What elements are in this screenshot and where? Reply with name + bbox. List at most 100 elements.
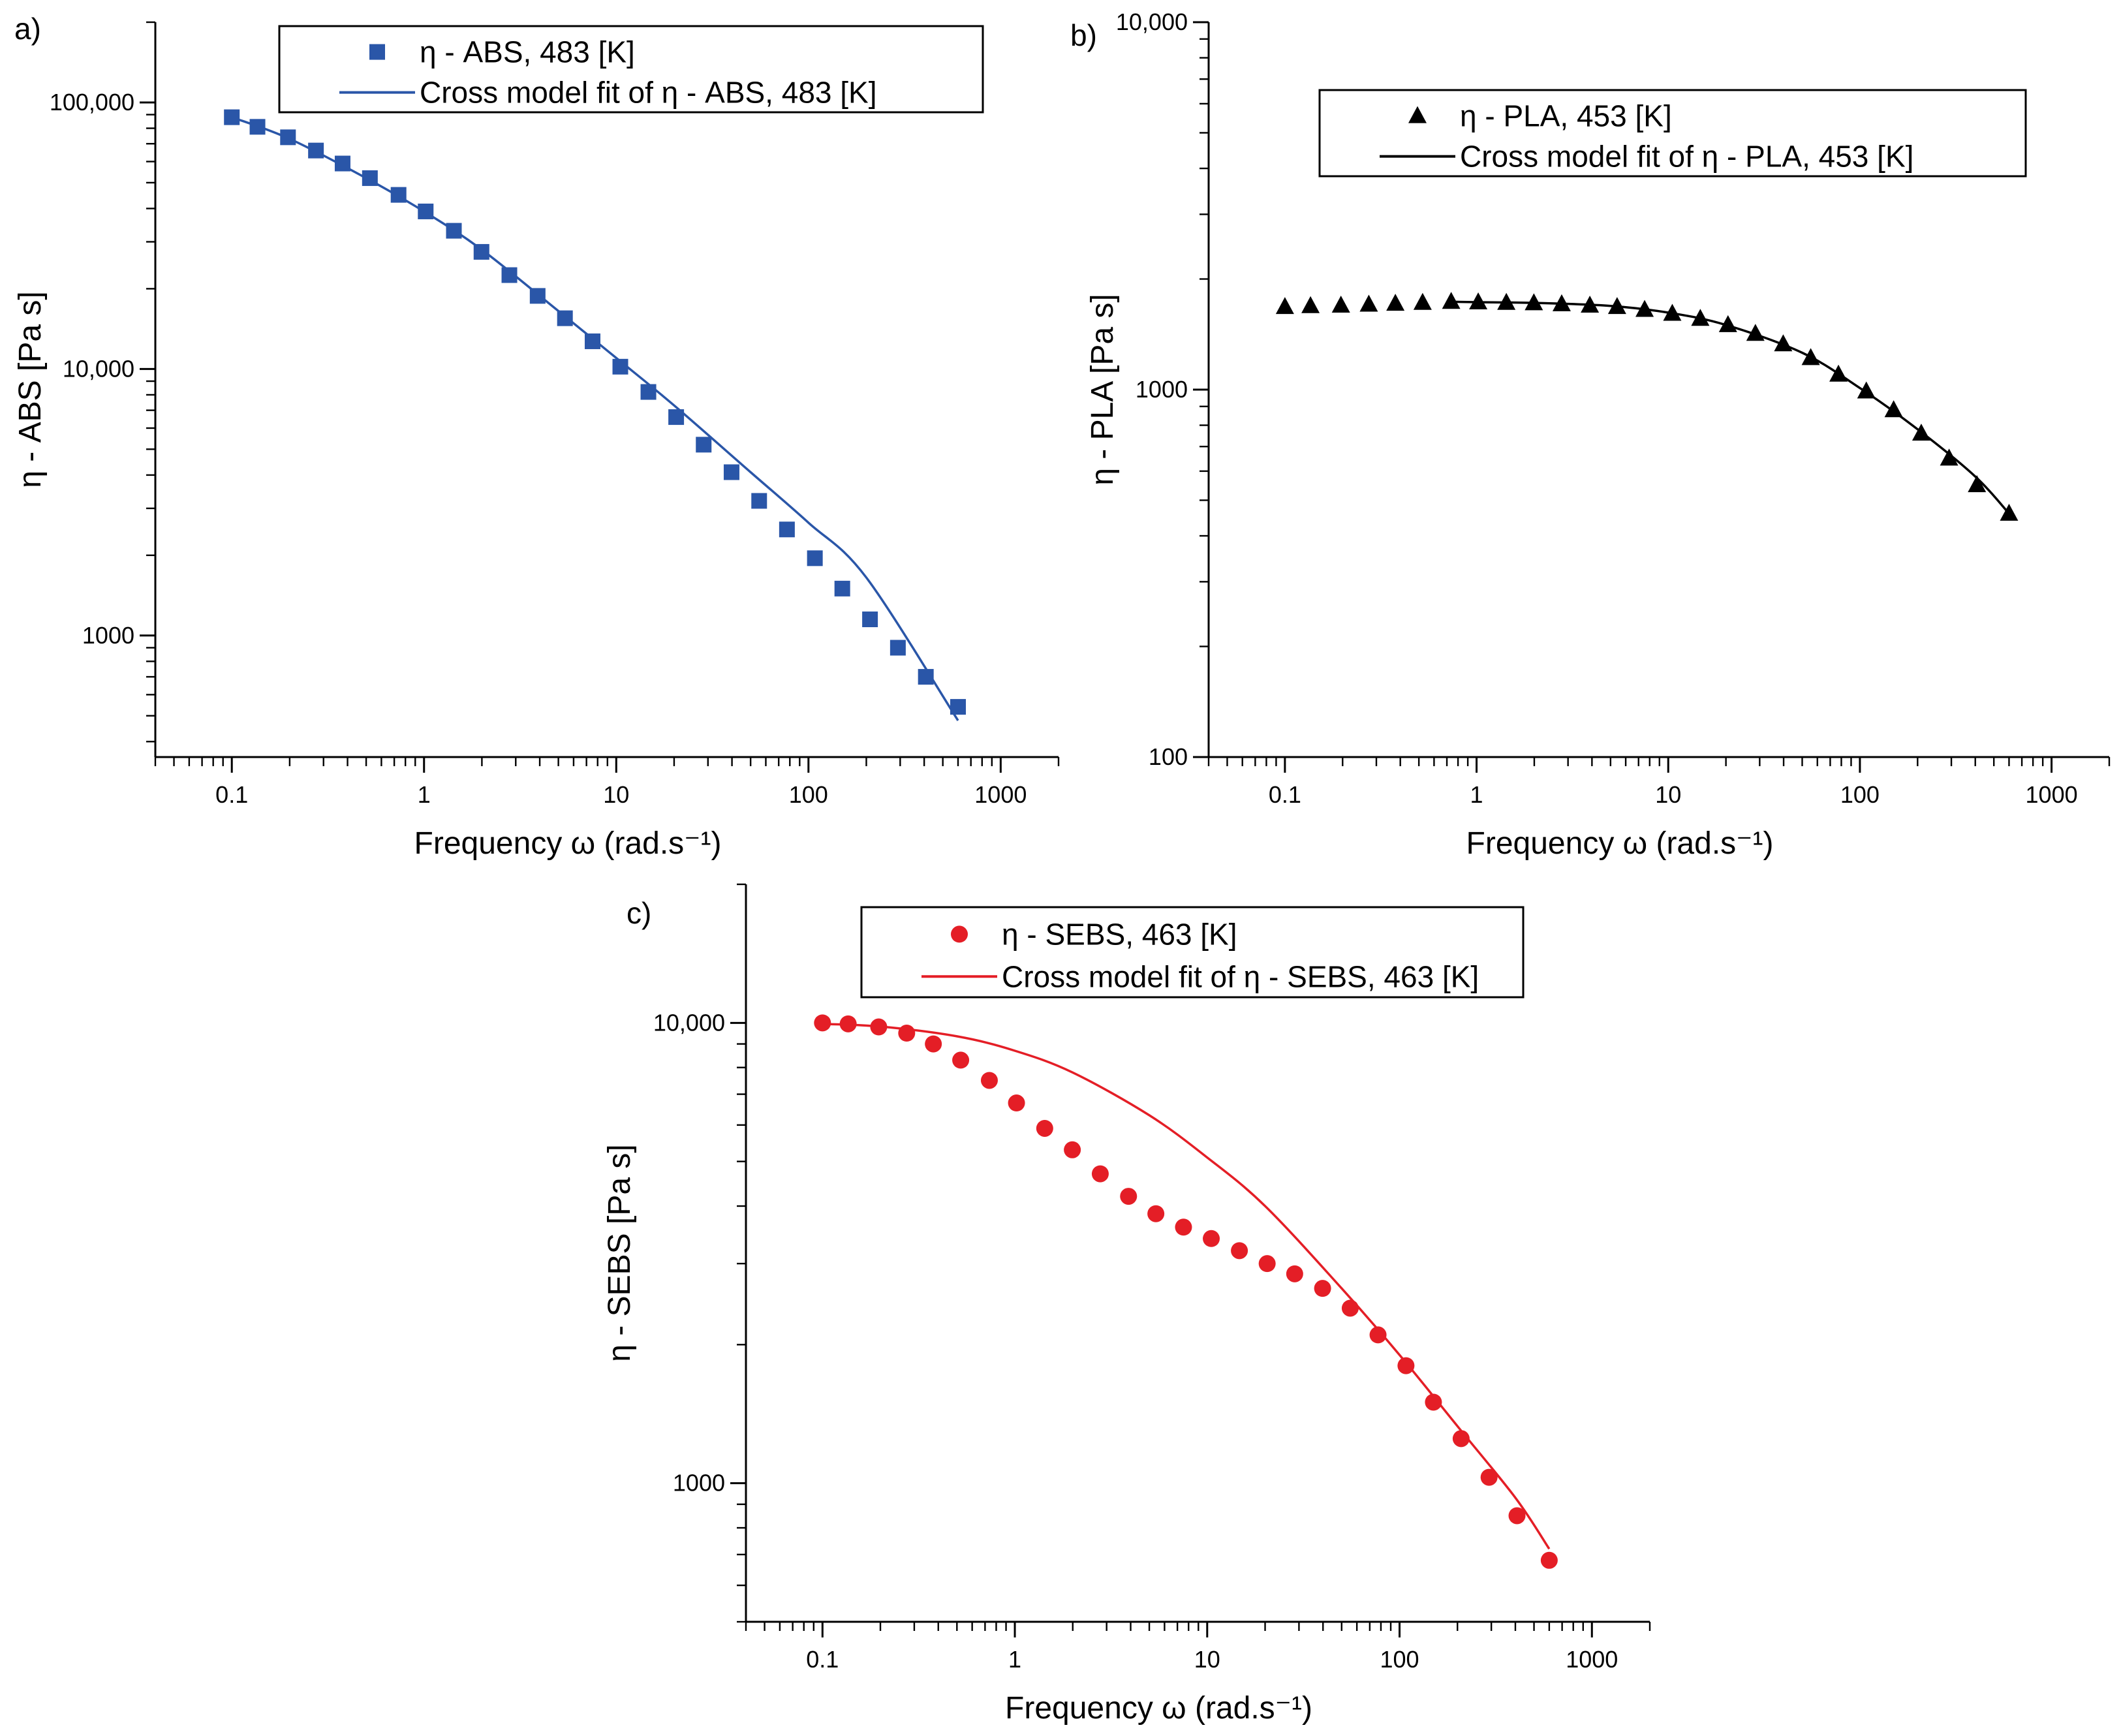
chart-panel-1: 0.1 1 10 100 1000 1000 10,000 100,000 Frequency … <box>13 12 1060 861</box>
data-point <box>1540 1551 1558 1569</box>
panel-label: a) <box>14 12 41 46</box>
x-tick-label: 100 <box>1840 781 1880 808</box>
legend-entry-data: η - SEBS, 463 [K] <box>1002 917 1237 951</box>
data-point <box>1064 1141 1081 1158</box>
legend-entry-data: η - PLA, 453 [K] <box>1460 99 1672 133</box>
data-point <box>1508 1507 1526 1525</box>
legend-entry-fit: Cross model fit of η - SEBS, 463 [K] <box>1002 959 1479 993</box>
data-point <box>925 1035 942 1053</box>
data-point <box>584 333 600 349</box>
legend-marker <box>1408 106 1427 123</box>
panel-label: b) <box>1070 18 1097 52</box>
data-point <box>1480 1468 1498 1486</box>
data-point <box>696 437 712 453</box>
data-point <box>334 155 350 172</box>
data-point <box>1940 448 1958 466</box>
x-tick-label: 1 <box>418 781 431 808</box>
data-point <box>1691 309 1710 326</box>
data-point <box>249 119 266 135</box>
data-point <box>446 223 462 239</box>
data-point <box>1008 1094 1025 1112</box>
data-point <box>1036 1119 1053 1137</box>
fit-line <box>1447 300 2010 515</box>
x-tick-label: 0.1 <box>806 1646 839 1673</box>
y-axis-label: η - SEBS [Pa s] <box>602 1144 637 1361</box>
legend-marker <box>369 44 385 60</box>
data-point <box>1341 1299 1359 1317</box>
data-point <box>1091 1165 1109 1183</box>
legend-box <box>860 906 1525 999</box>
data-point <box>1413 292 1432 310</box>
data-point <box>1718 315 1737 332</box>
x-axis-label: Frequency ω (rad.s⁻¹) <box>414 826 722 861</box>
data-point <box>1386 294 1405 311</box>
data-point <box>1397 1357 1415 1374</box>
data-point <box>1857 381 1876 399</box>
data-point <box>723 464 739 480</box>
x-tick-label: 0.1 <box>215 781 248 808</box>
data-point <box>418 203 434 219</box>
data-point <box>1442 292 1461 309</box>
y-tick-label: 10,000 <box>1116 8 1188 35</box>
data-point <box>1147 1205 1165 1222</box>
x-axis-label: Frequency ω (rad.s⁻¹) <box>1005 1691 1312 1726</box>
fit-line <box>231 116 959 721</box>
data-point <box>1258 1255 1276 1273</box>
data-point <box>870 1018 888 1036</box>
y-tick-label: 1000 <box>673 1470 725 1496</box>
y-tick-label: 1000 <box>82 622 134 649</box>
data-point <box>1552 294 1571 311</box>
data-point <box>1331 295 1350 313</box>
data-point <box>952 1051 970 1069</box>
data-point <box>918 669 934 685</box>
data-point <box>1968 475 1987 493</box>
legend: η - ABS, 483 [K] Cross model fit of η - A… <box>278 25 984 114</box>
x-tick-label: 1000 <box>1566 1646 1618 1673</box>
data-point <box>1801 348 1820 365</box>
data-point <box>1746 324 1765 341</box>
data-point <box>612 358 628 375</box>
data-point <box>390 187 407 203</box>
data-point <box>2000 503 2019 521</box>
data-point <box>1581 295 1600 313</box>
data-point <box>1425 1393 1442 1411</box>
x-axis-label: Frequency ω (rad.s⁻¹) <box>1466 826 1774 861</box>
legend-entry-fit: Cross model fit of η - ABS, 483 [K] <box>420 76 877 110</box>
x-tick-label: 10 <box>1655 781 1681 808</box>
data-point <box>890 640 906 656</box>
data-point <box>224 109 240 125</box>
data-point <box>807 550 823 566</box>
data-point <box>898 1025 916 1042</box>
data-point <box>1497 292 1516 310</box>
data-point <box>1175 1218 1192 1236</box>
data-point <box>1912 424 1930 441</box>
legend-entry-data: η - ABS, 483 [K] <box>420 35 635 69</box>
data-point <box>473 243 489 260</box>
chart-panel-3: 0.1 1 10 100 1000 1000 10,000 Frequency ω (rad.… <box>602 883 1651 1726</box>
y-tick-label: 100 <box>1149 743 1188 770</box>
data-point <box>779 521 795 538</box>
data-point <box>640 384 657 400</box>
x-tick-label: 1 <box>1008 1646 1021 1673</box>
data-point <box>1663 303 1682 321</box>
data-point <box>1359 294 1378 312</box>
data-point <box>814 1014 831 1032</box>
x-tick-label: 10 <box>603 781 629 808</box>
legend: η - PLA, 453 [K] Cross model fit of η - P… <box>1318 89 2027 178</box>
x-tick-label: 1000 <box>974 781 1027 808</box>
x-tick-label: 100 <box>1380 1646 1419 1673</box>
legend: η - SEBS, 463 [K] Cross model fit of η - … <box>860 906 1525 999</box>
data-point <box>668 409 685 426</box>
data-point <box>751 493 767 509</box>
chart-panel-2: 0.1 1 10 100 1000 100 1000 10,000 Frequency ω (r… <box>1070 8 2111 861</box>
legend-box <box>1318 89 2027 178</box>
data-point <box>501 267 518 283</box>
data-point <box>1301 296 1320 313</box>
data-point <box>950 699 966 715</box>
data-point <box>1525 293 1543 311</box>
data-point <box>839 1015 857 1032</box>
data-point <box>1829 364 1848 382</box>
y-tick-label: 10,000 <box>653 1009 725 1036</box>
data-point <box>557 310 573 326</box>
